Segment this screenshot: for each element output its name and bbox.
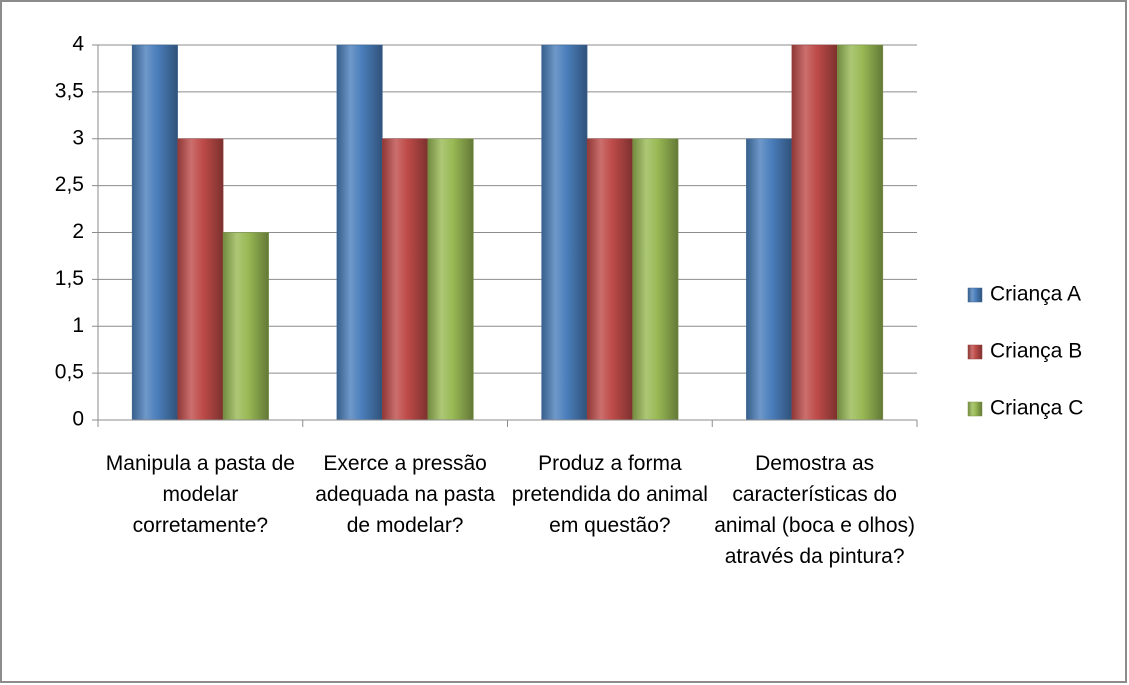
legend-label: Criança B [990,340,1082,363]
bar [382,138,429,421]
bar [791,44,838,421]
bar [632,138,679,421]
x-tick-label: Demostra as características do animal (b… [714,452,916,568]
y-tick-label: 3,5 [55,79,84,102]
bar [746,138,793,421]
legend-swatch [967,287,983,303]
legend-label: Criança C [990,397,1083,420]
y-tick-label: 1,5 [55,267,84,290]
legend-swatch [967,344,983,360]
y-tick-label: 2,5 [55,173,84,196]
x-tick-label: Manipula a pasta de modelar corretamente… [105,452,295,537]
bar [131,44,178,421]
bar [222,232,269,421]
y-tick-label: 4 [72,33,84,56]
y-tick-label: 0,5 [55,361,84,384]
bar [837,44,884,421]
bar [177,138,224,421]
y-tick-label: 2 [72,220,84,243]
legend-swatch [967,401,983,417]
legend-label: Criança A [990,283,1081,306]
bar [586,138,633,421]
bar [541,44,588,421]
bar [427,138,474,421]
x-tick-label: Exerce a pressão adequada na pasta de mo… [315,452,496,537]
x-tick-label: Produz a forma pretendida do animal em q… [511,452,708,537]
y-tick-label: 3 [72,126,84,149]
y-tick-label: 1 [72,314,84,337]
y-tick-label: 0 [72,408,84,431]
bar [336,44,383,421]
